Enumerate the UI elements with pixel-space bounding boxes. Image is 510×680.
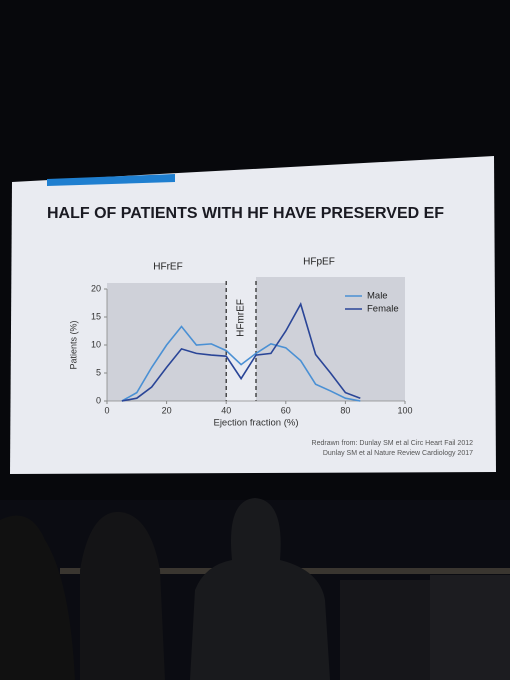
x-tick-label: 80 [340,405,350,415]
slide-title: HALF OF PATIENTS WITH HF HAVE PRESERVED … [47,205,444,222]
legend-label: Male [367,291,388,302]
x-tick-label: 0 [104,405,109,415]
y-tick-label: 10 [91,339,101,349]
table [430,575,510,680]
series-line [121,325,361,402]
source: Redrawn from: Dunlay SM et al Circ Heart… [312,440,474,447]
plot: HFrEF HFmrEF HFpEF 0 5 10 15 20 0 20 40 60 80 100 Ejec… [68,257,412,429]
silhouette [80,511,165,680]
region-shade [107,283,227,401]
series-line [121,302,361,402]
y-tick-label: 5 [96,367,101,377]
x-tick-label: 100 [397,405,412,415]
chair [340,580,430,680]
x-axis-label: Ejection fraction (%) [213,418,298,429]
x-tick-label: 20 [162,405,172,415]
region-label: HFmrEF [236,299,247,337]
legend-label: Female [367,304,399,315]
x-tick-label: 60 [281,405,291,415]
silhouette [190,498,330,680]
region-label: HFpEF [303,257,335,268]
region-label: HFrEF [153,262,182,273]
y-tick-label: 15 [91,311,101,321]
silhouette [0,515,75,680]
slide-accent [47,174,175,186]
y-axis-label: Patients (%) [68,320,78,369]
y-tick-label: 0 [96,395,101,405]
y-tick-label: 20 [91,283,101,293]
source: Dunlay SM et al Nature Review Cardiology… [323,450,473,457]
x-tick-label: 40 [221,405,231,415]
